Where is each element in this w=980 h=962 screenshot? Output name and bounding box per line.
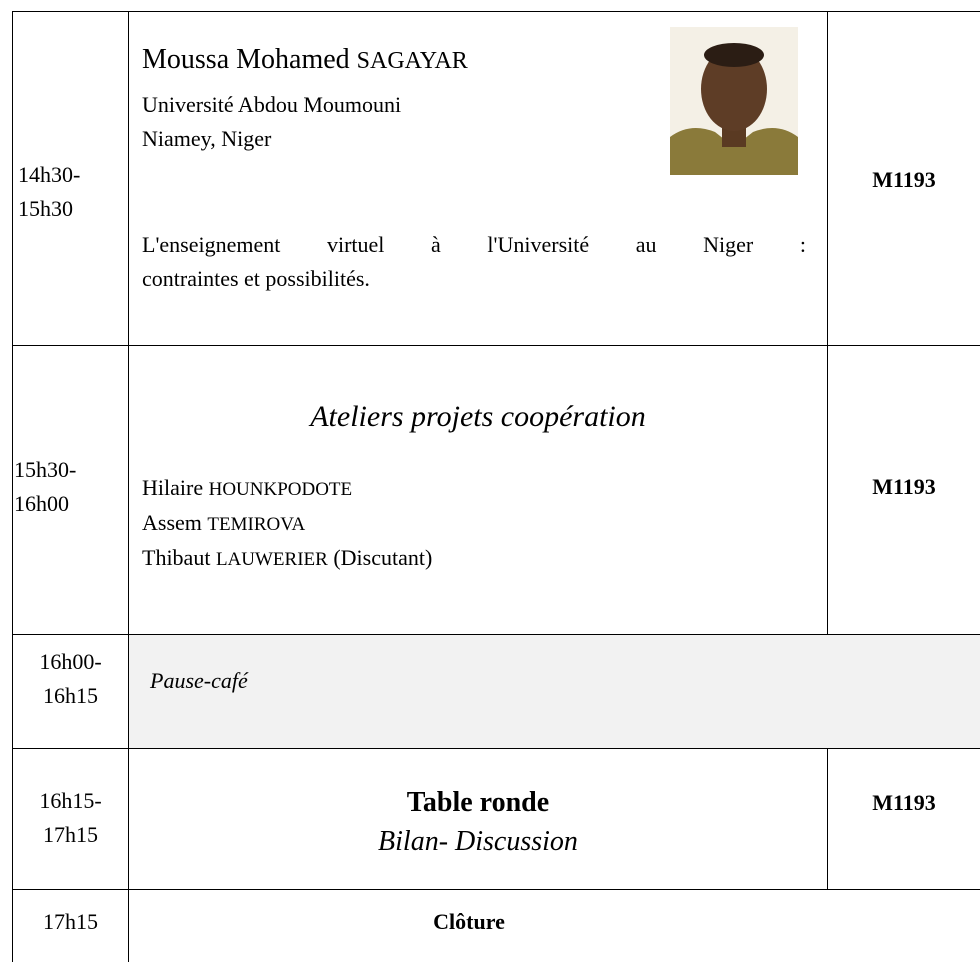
text: 16h00: [14, 491, 69, 516]
text: Hilaire: [142, 475, 204, 500]
session-title: Clôture: [433, 909, 505, 934]
affiliation: Université Abdou Moumouni Niamey, Niger: [142, 88, 401, 156]
text: Université Abdou Moumouni: [142, 92, 402, 117]
speaker-photo: [670, 27, 798, 175]
border: [12, 889, 980, 890]
room: M1193: [872, 167, 936, 192]
text: HOUNKPODOTE: [208, 479, 353, 500]
text: 16h15: [43, 683, 98, 708]
pause-title: Pause-café: [150, 668, 248, 693]
border: [827, 748, 828, 889]
text: 15h30: [18, 196, 73, 221]
border: [128, 11, 129, 962]
time: 14h30- 15h30: [18, 158, 80, 226]
time: 16h00- 16h15: [13, 645, 128, 713]
text: Assem: [142, 510, 202, 535]
room: M1193: [872, 474, 936, 499]
border: [827, 11, 828, 635]
text: (Discutant): [333, 545, 433, 570]
time: 16h15- 17h15: [13, 784, 128, 852]
text: 15h30-: [14, 457, 77, 482]
pause-row-background: [129, 635, 980, 748]
text: TEMIROVA: [207, 514, 306, 535]
text: 16h00-: [39, 649, 102, 674]
time: 17h15: [43, 909, 98, 934]
border: [12, 748, 980, 749]
time: 15h30- 16h00: [14, 453, 76, 521]
text: Niamey, Niger: [142, 126, 272, 151]
text: Thibaut: [142, 545, 211, 570]
session-title: Table ronde: [406, 787, 550, 818]
session-title: Ateliers projets coopération: [310, 400, 646, 433]
text: 17h15: [43, 822, 98, 847]
session-subtitle: Bilan- Discussion: [378, 826, 578, 857]
text: Moussa Mohamed: [142, 44, 350, 75]
speaker-name: Moussa Mohamed SAGAYAR: [142, 40, 468, 81]
text: LAUWERIER: [215, 549, 328, 570]
text: L'enseignement virtuel à l'Université au…: [142, 232, 806, 257]
border: [12, 634, 980, 635]
room: M1193: [872, 790, 936, 815]
text: 16h15-: [39, 788, 102, 813]
border: [12, 345, 980, 346]
text: 14h30-: [18, 162, 81, 187]
border: [12, 11, 980, 12]
text: contraintes et possibilités.: [142, 266, 370, 291]
talk-title: L'enseignement virtuel à l'Université au…: [142, 228, 806, 296]
participants: Hilaire HOUNKPODOTE Assem TEMIROVA Thiba…: [142, 471, 432, 576]
border: [12, 11, 13, 962]
text: SAGAYAR: [356, 48, 468, 74]
